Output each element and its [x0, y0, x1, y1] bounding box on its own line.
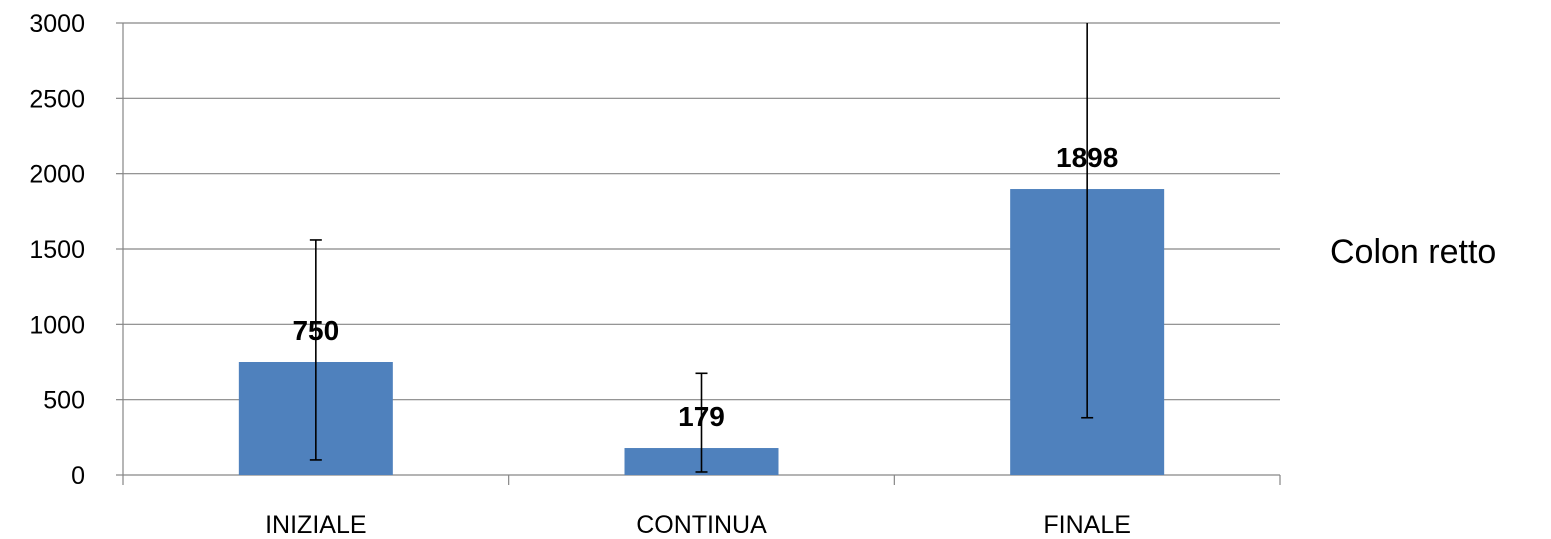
y-tick-label: 0: [71, 462, 85, 490]
x-tick-label-continua: CONTINUA: [636, 511, 767, 539]
data-label-iniziale: 750: [292, 315, 339, 346]
x-tick-label-finale: FINALE: [1043, 511, 1131, 539]
legend-entry-colon-retto: Colon retto: [1330, 233, 1496, 271]
legend: Colon retto: [1330, 233, 1496, 271]
x-tick-labels: INIZIALE CONTINUA FINALE: [265, 511, 1131, 539]
x-tick-label-iniziale: INIZIALE: [265, 511, 366, 539]
data-label-finale: 1898: [1056, 142, 1118, 173]
y-tick-labels: 0 500 1000 1500 2000 2500 3000: [29, 10, 85, 490]
y-tick-label: 2000: [29, 161, 85, 189]
data-labels: 750 179 1898: [292, 142, 1118, 432]
y-tick-label: 2500: [29, 85, 85, 113]
y-tick-label: 1000: [29, 311, 85, 339]
y-tick-label: 3000: [29, 10, 85, 38]
data-label-continua: 179: [678, 401, 725, 432]
y-tick-label: 500: [43, 387, 85, 415]
y-tick-label: 1500: [29, 236, 85, 264]
error-bars: [309, 23, 1094, 473]
